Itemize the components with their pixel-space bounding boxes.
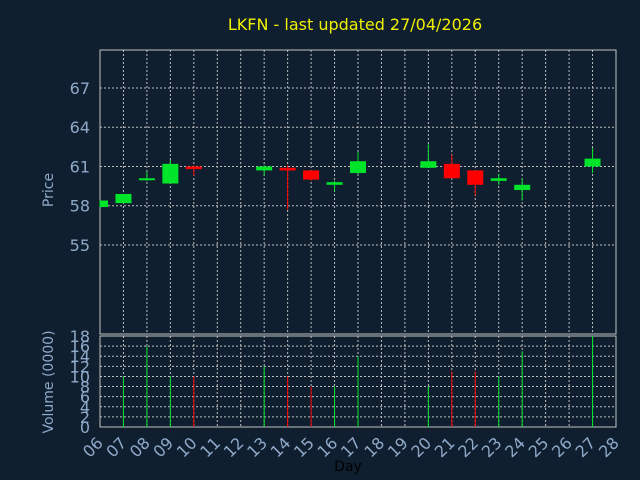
x-axis-ticks: 0607080910111213141516171819202122232425… xyxy=(79,433,623,461)
candle-body xyxy=(115,193,132,204)
price-y-axis-ticks: 55 58 61 64 67 xyxy=(70,79,90,255)
candle xyxy=(584,148,601,174)
volume-y-tick-label: 12 xyxy=(70,357,90,376)
candle xyxy=(303,170,320,181)
price-y-tick-label: 64 xyxy=(70,118,90,137)
candle-body xyxy=(256,166,273,171)
candle-body xyxy=(443,163,460,179)
candle-body xyxy=(162,163,179,184)
candles xyxy=(99,144,601,210)
candle xyxy=(467,170,484,196)
x-axis-label: Day xyxy=(334,459,362,475)
candle-body xyxy=(138,178,155,181)
candle-body xyxy=(514,184,531,191)
candle xyxy=(350,152,366,175)
candle-body xyxy=(185,166,202,170)
candle-body xyxy=(303,170,320,180)
candle-body xyxy=(420,161,437,168)
candle-body xyxy=(467,170,484,185)
candle xyxy=(490,174,507,185)
candle-body xyxy=(279,167,296,171)
volume-y-tick-label: 0 xyxy=(80,418,90,437)
volume-bars xyxy=(122,336,594,427)
price-plot-border xyxy=(99,49,617,335)
candle-body xyxy=(350,161,366,174)
candle-body xyxy=(100,200,108,208)
volume-y-tick-label: 18 xyxy=(70,327,90,346)
volume-y-tick-label: 10 xyxy=(70,367,90,386)
candle-body xyxy=(584,158,601,167)
candle xyxy=(162,159,179,184)
candle-body xyxy=(326,182,343,185)
candle-body xyxy=(490,178,507,181)
volume-y-tick-label: 8 xyxy=(80,378,90,397)
volume-y-tick-label: 2 xyxy=(80,408,90,427)
price-y-tick-label: 55 xyxy=(70,236,90,255)
candle xyxy=(138,171,155,181)
volume-y-tick-label: 14 xyxy=(70,347,90,366)
candle xyxy=(256,165,273,176)
candle xyxy=(514,178,531,201)
price-y-tick-label: 61 xyxy=(70,157,90,176)
candle xyxy=(115,193,132,204)
volume-y-tick-label: 4 xyxy=(80,398,90,417)
candle xyxy=(279,165,296,210)
price-y-tick-label: 58 xyxy=(70,197,90,216)
candle xyxy=(443,154,460,179)
volume-axis-label: Volume (0000) xyxy=(41,330,57,433)
price-y-tick-label: 67 xyxy=(70,79,90,98)
candle xyxy=(99,200,108,208)
volume-y-tick-label: 16 xyxy=(70,337,90,356)
candle xyxy=(185,165,202,176)
price-axis-label: Price xyxy=(41,173,57,207)
candle xyxy=(326,180,343,192)
candle xyxy=(420,144,437,168)
chart-title: LKFN - last updated 27/04/2026 xyxy=(228,15,482,34)
volume-y-tick-label: 6 xyxy=(80,388,90,407)
